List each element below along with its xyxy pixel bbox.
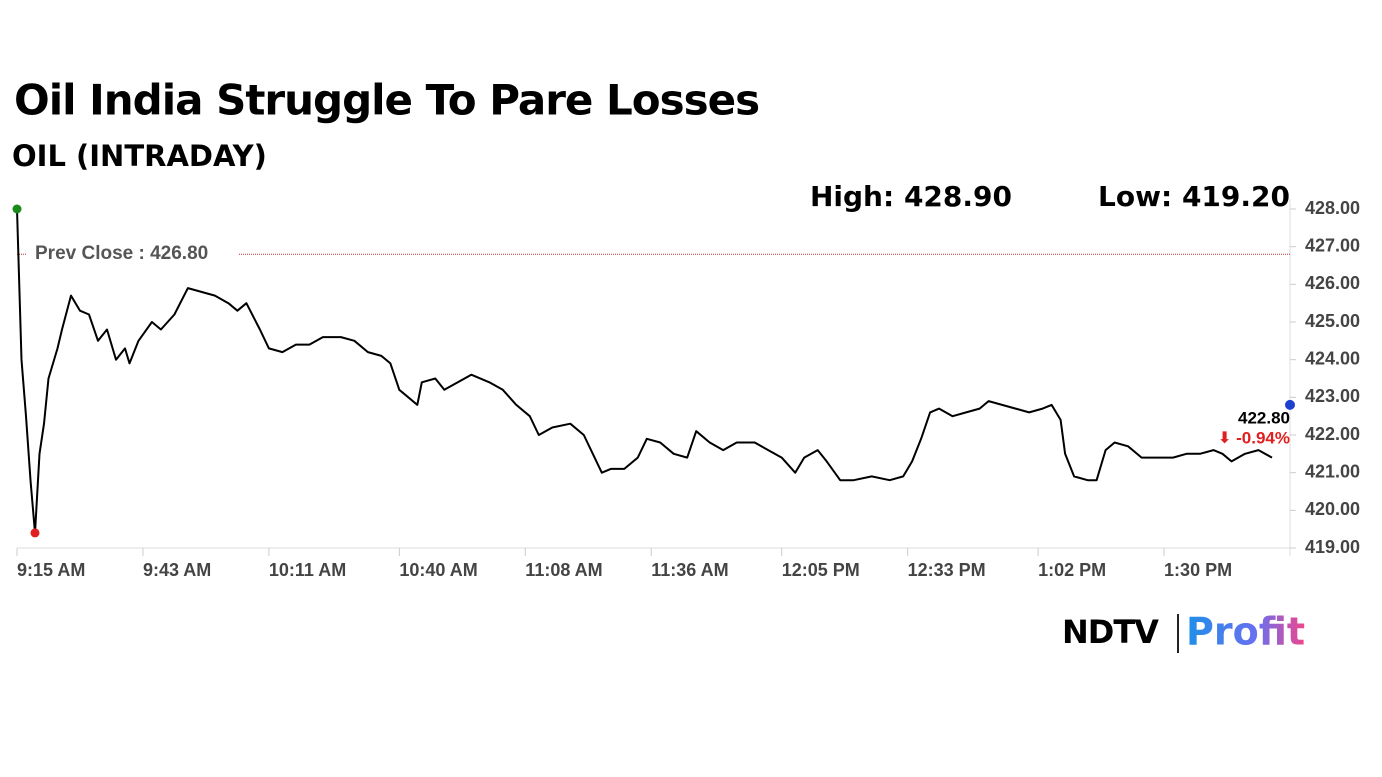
- low-marker: [30, 528, 40, 538]
- brand-ndtv: NDTV: [1062, 613, 1159, 651]
- y-tick-label: 420.00: [1305, 499, 1360, 519]
- x-tick-label: 1:02 PM: [1038, 560, 1106, 580]
- x-tick-label: 12:33 PM: [908, 560, 986, 580]
- open-marker: [12, 204, 22, 214]
- x-tick-label: 10:40 AM: [399, 560, 477, 580]
- prev-close-label: Prev Close : 426.80: [35, 243, 208, 264]
- chart-title: Oil India Struggle To Pare Losses: [14, 76, 759, 125]
- x-tick-label: 11:36 AM: [651, 560, 728, 580]
- x-tick-label: 1:30 PM: [1164, 560, 1232, 580]
- x-tick-label: 9:43 AM: [143, 560, 211, 580]
- x-tick-label: 10:11 AM: [269, 560, 346, 580]
- last-price-marker: [1285, 399, 1295, 410]
- x-tick-label: 9:15 AM: [17, 560, 85, 580]
- change-arrow: ⬇: [1218, 430, 1231, 447]
- y-tick-label: 425.00: [1305, 311, 1360, 331]
- y-tick-label: 423.00: [1305, 386, 1360, 406]
- chart-subtitle: OIL (INTRADAY): [12, 139, 267, 173]
- y-tick-label: 428.00: [1305, 198, 1360, 218]
- y-tick-label: 419.00: [1305, 537, 1360, 557]
- y-tick-label: 426.00: [1305, 273, 1360, 293]
- x-tick-label: 11:08 AM: [525, 560, 602, 580]
- y-tick-label: 424.00: [1305, 348, 1360, 368]
- y-tick-label: 421.00: [1305, 461, 1360, 481]
- low-label: Low: 419.20: [1098, 180, 1290, 213]
- change-label: -0.94%: [1236, 428, 1290, 447]
- price-line: [16, 208, 1273, 534]
- brand-profit: Profit: [1186, 610, 1305, 654]
- y-tick-label: 422.00: [1305, 424, 1360, 444]
- x-tick-label: 12:05 PM: [782, 560, 860, 580]
- high-label: High: 428.90: [810, 180, 1012, 213]
- last-price-label: 422.80: [1238, 408, 1290, 427]
- y-tick-label: 427.00: [1305, 235, 1360, 255]
